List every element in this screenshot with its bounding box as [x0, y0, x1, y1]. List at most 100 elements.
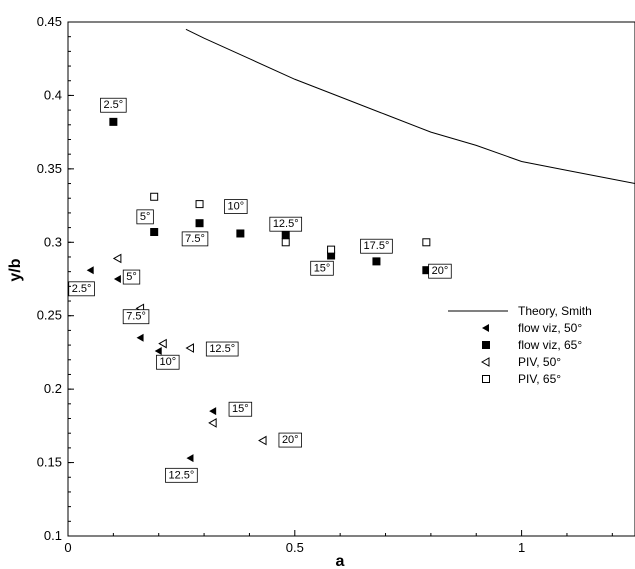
annotation-text: 20° [282, 434, 299, 446]
legend-marker [482, 324, 489, 332]
plot-area-frame [67, 21, 635, 537]
legend-marker [482, 341, 490, 349]
y-tick-label: 0.15 [37, 455, 62, 470]
data-point [422, 266, 431, 275]
annotation-box [428, 263, 452, 279]
legend-label: Theory, Smith [518, 304, 592, 318]
legend: Theory, Smith flow viz, 50° flow viz, 65° P… [448, 304, 592, 386]
annotation-text: 15° [314, 262, 331, 274]
legend-label: PIV, 50° [518, 355, 561, 369]
annotation-box [165, 467, 198, 483]
annotation-text: 5° [140, 211, 151, 223]
annotation-box [205, 341, 239, 357]
annotation-text: 10° [228, 201, 245, 213]
data-point [112, 253, 122, 264]
x-tick-label: 0 [64, 540, 71, 555]
x-tick-label: 1 [518, 540, 525, 555]
data-point [327, 251, 336, 260]
y-tick-label: 0.35 [37, 161, 62, 176]
y-tick-label: 0.2 [44, 381, 62, 396]
theory-line [185, 28, 635, 185]
annotation-label: 5° [122, 269, 141, 285]
annotation-box [224, 199, 248, 214]
annotation-label: 5° [136, 209, 154, 225]
data-point [113, 275, 121, 283]
data-point [258, 435, 267, 446]
y-tick-label: 0.3 [44, 234, 62, 249]
data-point [281, 238, 290, 247]
y-tick-label: 0.45 [37, 14, 62, 29]
annotation-box [68, 281, 95, 297]
annotation-box [156, 354, 180, 370]
data-point [281, 230, 290, 239]
annotation-box [360, 238, 393, 254]
annotation-text: 17.5° [364, 240, 390, 252]
data-point [150, 228, 159, 237]
data-point [86, 266, 94, 275]
annotation-text: 2.5° [104, 99, 124, 111]
annotation-box [269, 216, 303, 232]
annotation-text: 12.5° [273, 218, 299, 230]
data-point [327, 245, 336, 254]
annotation-label: 7.5° [122, 309, 150, 325]
annotation-box [122, 309, 150, 325]
y-tick-label: 0.1 [44, 528, 62, 543]
annotation-label: 15° [228, 401, 253, 417]
x-tick-label: 0.5 [286, 540, 304, 555]
legend-marker [482, 375, 490, 383]
annotation-label: 20° [428, 263, 452, 279]
data-point [208, 418, 217, 428]
data-point [186, 454, 194, 463]
annotation-box [228, 401, 253, 417]
annotation-label: 10° [224, 199, 248, 214]
annotation-label: 17.5° [360, 238, 393, 254]
annotation-text: 5° [126, 271, 137, 283]
annotation-text: 7.5° [126, 311, 146, 323]
annotation-text: 12.5° [209, 343, 235, 355]
data-point [154, 346, 162, 355]
data-point [109, 117, 118, 126]
y-axis-title: y/b [7, 258, 24, 281]
data-point [236, 229, 245, 238]
legend-label: flow viz, 65° [518, 338, 582, 352]
data-point [195, 200, 204, 209]
annotation-label: 12.5° [205, 341, 239, 357]
annotation-text: 10° [159, 356, 176, 368]
annotation-label: 12.5° [165, 467, 198, 483]
data-point [372, 257, 381, 266]
tick-layer: 0 0.5 1 0.1 0.15 0.2 0.25 0.3 0.35 0.4 0.45 [37, 14, 613, 555]
data-point [422, 238, 431, 247]
annotation-label: 2.5° [100, 97, 127, 113]
annotation-label: 2.5° [68, 281, 95, 297]
legend-marker [480, 357, 490, 367]
annotation-box [278, 432, 302, 448]
data-point [136, 333, 144, 342]
annotation-text: 7.5° [185, 233, 205, 245]
annotation-text: 2.5° [72, 283, 92, 295]
x-axis-title: a [336, 553, 345, 569]
annotation-label: 15° [310, 260, 334, 276]
y-tick-label: 0.25 [37, 308, 62, 323]
data-point [209, 407, 217, 416]
y-tick-label: 0.4 [44, 87, 62, 102]
data-point [158, 338, 167, 349]
data-point [195, 219, 204, 228]
annotation-text: 15° [232, 403, 249, 415]
annotation-box [100, 97, 127, 113]
legend-label: flow viz, 50° [518, 321, 582, 335]
annotation-box [310, 260, 334, 276]
annotation-label: 20° [278, 432, 302, 448]
annotation-label: 12.5° [269, 216, 303, 232]
annotation-label: 10° [156, 354, 180, 370]
annotation-box [122, 269, 141, 285]
data-point [150, 192, 159, 201]
annotation-label: 7.5° [181, 231, 209, 247]
annotation-layer: 2.5° 5° 7.5° 10° 12.5° 15° 17.5° 20° 5° 2.5° 7.5° 1… [68, 97, 452, 483]
annotation-text: 12.5° [168, 469, 194, 481]
legend-label: PIV, 65° [518, 372, 561, 386]
data-point [185, 343, 194, 353]
annotation-box [136, 209, 154, 225]
annotation-text: 20° [432, 265, 449, 277]
annotation-box [181, 231, 209, 247]
